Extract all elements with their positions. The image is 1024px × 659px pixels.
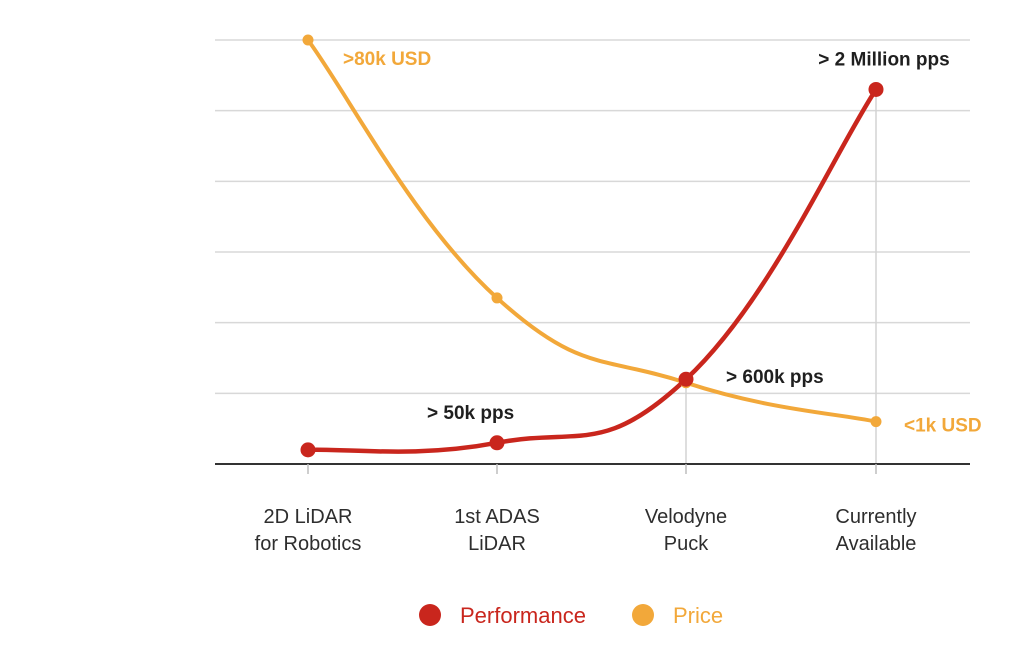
x-tick-label-1: 1st ADAS LiDAR bbox=[454, 506, 540, 555]
gridlines bbox=[215, 39, 970, 395]
price-annotation-0: >80k USD bbox=[343, 49, 431, 70]
performance-point-0 bbox=[300, 442, 316, 458]
price-point-0 bbox=[302, 34, 314, 46]
performance-point-3 bbox=[868, 81, 884, 97]
legend-marker-price bbox=[632, 604, 654, 626]
legend-label-performance: Performance bbox=[460, 603, 586, 628]
data-annotations: > 50k pps > 600k pps > 2 Million pps >80k U… bbox=[343, 49, 982, 437]
x-ticks bbox=[307, 464, 877, 474]
legend-label-price: Price bbox=[673, 603, 723, 628]
performance-point-2 bbox=[678, 371, 694, 387]
series-line-price bbox=[306, 38, 878, 424]
series-lines bbox=[305, 38, 879, 454]
x-tick-label-0: 2D LiDAR for Robotics bbox=[255, 506, 362, 555]
performance-annotation-1: > 50k pps bbox=[427, 403, 514, 424]
legend-marker-performance bbox=[419, 604, 441, 626]
price-annotation-3: <1k USD bbox=[904, 416, 982, 437]
x-tick-label-2: Velodyne Puck bbox=[645, 506, 727, 555]
performance-annotation-2: > 600k pps bbox=[726, 367, 824, 388]
performance-annotation-3: > 2 Million pps bbox=[818, 49, 949, 70]
data-points bbox=[300, 34, 884, 458]
price-point-3 bbox=[870, 416, 882, 428]
price-point-1 bbox=[491, 292, 503, 304]
x-tick-label-3: Currently Available bbox=[835, 506, 916, 555]
legend: Performance Price bbox=[419, 603, 723, 628]
series-line-performance bbox=[305, 87, 879, 454]
category-guides bbox=[685, 89, 877, 464]
performance-point-1 bbox=[489, 435, 505, 451]
x-tick-labels: 2D LiDAR for Robotics 1st ADAS LiDAR Velodyn… bbox=[255, 506, 917, 555]
